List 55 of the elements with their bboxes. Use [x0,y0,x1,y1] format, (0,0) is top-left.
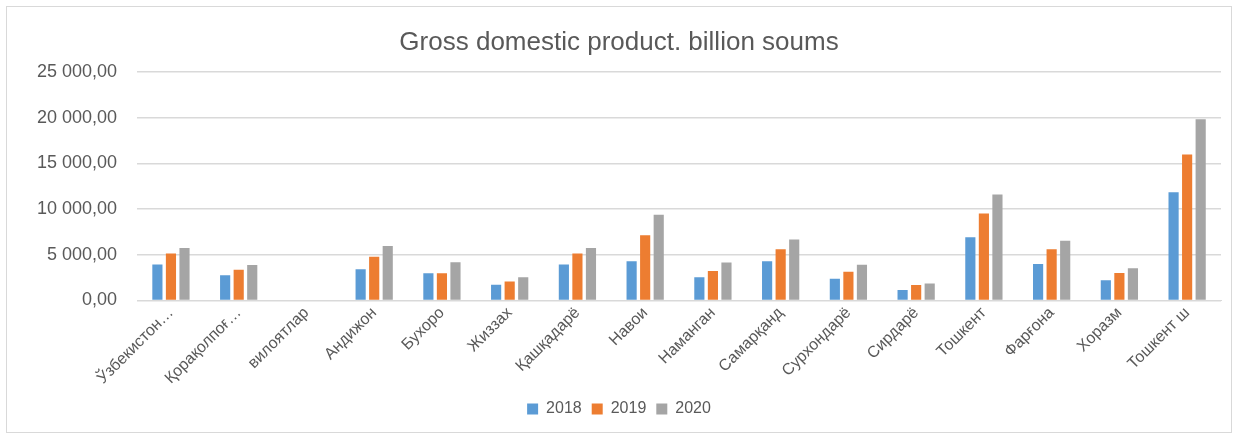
bar [220,275,231,300]
bar [355,269,366,300]
bar [1060,240,1071,300]
bar [572,253,583,300]
y-tick-label: 5 000,00 [47,243,118,264]
bar [707,271,718,300]
bar [247,265,258,300]
legend-label: 2018 [546,399,582,417]
bar [1114,273,1125,300]
bar [897,290,908,300]
bar [423,273,434,300]
bar [233,269,244,300]
bar [843,271,854,300]
bar [165,253,177,300]
bar [911,285,922,300]
bar [1100,280,1111,300]
bar [1046,249,1057,300]
bar [829,278,840,300]
y-tick-label: 25 000,00 [37,61,118,82]
bar [436,273,448,300]
bar [775,249,786,300]
bar [585,247,597,300]
bar [558,264,569,300]
bar [626,261,637,300]
bar [992,194,1003,300]
chart-title: Gross domestic product. billion soums [399,25,839,56]
legend-label: 2020 [675,399,711,417]
bar [1182,154,1193,300]
bar [762,261,773,300]
bar [978,213,989,300]
bar [1195,119,1206,300]
y-tick-label: 0,00 [82,289,118,310]
legend-label: 2019 [610,399,647,417]
bar [1127,268,1139,300]
bar [369,256,380,300]
bar [721,262,732,300]
bar [491,284,502,300]
bar [924,283,935,300]
bar [518,277,529,300]
y-tick-label: 10 000,00 [37,198,118,219]
y-tick-label: 20 000,00 [37,106,118,127]
bar [1033,263,1044,300]
bar [653,214,664,300]
bar [450,262,461,300]
y-tick-label: 15 000,00 [37,152,118,173]
bar [789,239,800,300]
bar [1168,192,1179,300]
bar [640,235,651,300]
bar [965,237,976,300]
bar [152,264,163,300]
bar [856,264,868,300]
bar [382,245,393,300]
bar [504,281,515,300]
bar [179,247,190,300]
bar [694,277,705,300]
